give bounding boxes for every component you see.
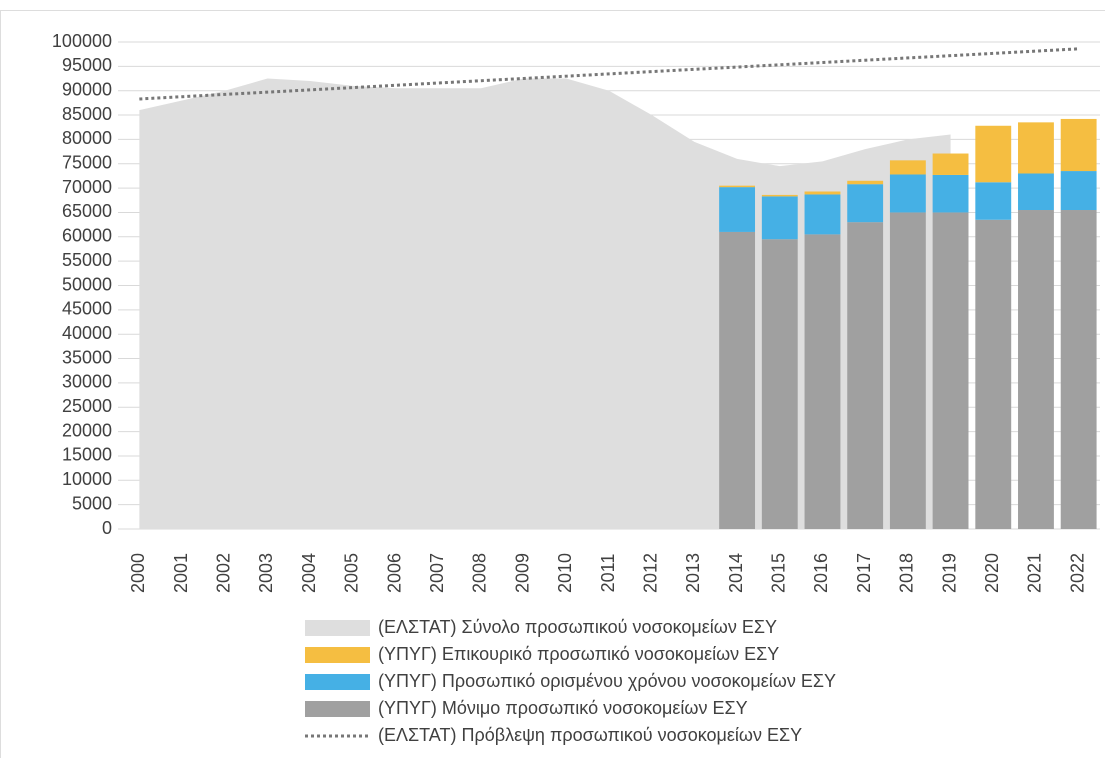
y-tick-label: 95000 <box>62 55 112 75</box>
bar <box>719 185 756 188</box>
y-tick-label: 30000 <box>62 372 112 392</box>
y-tick-label: 40000 <box>62 323 112 343</box>
legend-swatch <box>305 647 370 663</box>
x-tick-label: 2001 <box>171 553 191 593</box>
bar <box>804 191 841 195</box>
x-tick-label: 2013 <box>683 553 703 593</box>
x-tick-label: 2020 <box>982 553 1002 593</box>
x-tick-label: 2017 <box>854 553 874 593</box>
y-tick-label: 60000 <box>62 226 112 246</box>
bar <box>1018 210 1054 529</box>
x-tick-label: 2007 <box>427 553 447 593</box>
x-tick-label: 2002 <box>213 553 233 593</box>
bar <box>889 212 926 529</box>
x-tick-label: 2008 <box>470 553 490 593</box>
y-tick-label: 5000 <box>72 493 112 513</box>
bar <box>719 187 756 232</box>
y-tick-label: 75000 <box>62 153 112 173</box>
x-tick-label: 2004 <box>299 553 319 593</box>
y-tick-label: 100000 <box>52 31 112 51</box>
bar <box>847 184 884 223</box>
legend-swatch <box>305 701 370 717</box>
x-tick-label: 2016 <box>811 553 831 593</box>
legend-label: (ΥΠΥΓ) Προσωπικό ορισμένου χρόνου νοσοκο… <box>378 671 836 691</box>
x-tick-label: 2021 <box>1025 553 1045 593</box>
x-tick-label: 2012 <box>640 553 660 593</box>
bar <box>932 174 969 213</box>
bar <box>719 231 756 529</box>
bar <box>1060 210 1097 529</box>
x-tick-label: 2015 <box>769 553 789 593</box>
bar <box>761 239 798 530</box>
legend-label: (ΥΠΥΓ) Μόνιμο προσωπικό νοσοκομείων ΕΣΥ <box>378 698 748 718</box>
y-tick-label: 50000 <box>62 274 112 294</box>
bar <box>1060 118 1097 172</box>
y-tick-label: 65000 <box>62 201 112 221</box>
legend-swatch <box>305 674 370 690</box>
y-tick-label: 25000 <box>62 396 112 416</box>
bar <box>804 194 841 235</box>
x-tick-label: 2014 <box>726 553 746 593</box>
y-tick-label: 15000 <box>62 445 112 465</box>
legend-label: (ΥΠΥΓ) Επικουρικό προσωπικό νοσοκομείων … <box>378 644 779 664</box>
x-tick-label: 2006 <box>384 553 404 593</box>
y-tick-label: 85000 <box>62 104 112 124</box>
bar <box>975 182 1012 220</box>
y-tick-label: 90000 <box>62 79 112 99</box>
bar <box>889 174 926 213</box>
bar <box>932 153 969 175</box>
bar <box>847 180 884 185</box>
legend-label: (ΕΛΣΤΑΤ) Πρόβλεψη προσωπικού νοσοκομείων… <box>378 725 802 745</box>
x-tick-label: 2018 <box>897 553 917 593</box>
y-tick-label: 0 <box>102 518 112 538</box>
bar <box>804 234 841 530</box>
legend-label: (ΕΛΣΤΑΤ) Σύνολο προσωπικού νοσοκομείων Ε… <box>378 617 777 637</box>
y-tick-label: 45000 <box>62 299 112 319</box>
bar <box>1018 173 1054 211</box>
y-tick-label: 70000 <box>62 177 112 197</box>
x-tick-label: 2003 <box>256 553 276 593</box>
x-tick-label: 2010 <box>555 553 575 593</box>
bar <box>932 212 969 529</box>
bar <box>1060 171 1097 211</box>
bar <box>761 196 798 240</box>
bar <box>1018 122 1054 174</box>
bar <box>761 194 798 197</box>
y-tick-label: 20000 <box>62 420 112 440</box>
bar <box>975 125 1012 183</box>
x-tick-label: 2019 <box>939 553 959 593</box>
trend-line <box>139 47 1079 101</box>
x-tick-label: 2000 <box>128 553 148 593</box>
x-tick-label: 2009 <box>512 553 532 593</box>
legend-swatch <box>305 620 370 636</box>
bar <box>889 160 926 175</box>
x-tick-label: 2022 <box>1067 553 1087 593</box>
x-tick-label: 2011 <box>598 554 618 593</box>
x-tick-label: 2005 <box>342 553 362 593</box>
y-tick-label: 80000 <box>62 128 112 148</box>
y-tick-label: 10000 <box>62 469 112 489</box>
y-tick-label: 55000 <box>62 250 112 270</box>
bar <box>975 219 1012 529</box>
bar <box>847 222 884 529</box>
y-tick-label: 35000 <box>62 347 112 367</box>
